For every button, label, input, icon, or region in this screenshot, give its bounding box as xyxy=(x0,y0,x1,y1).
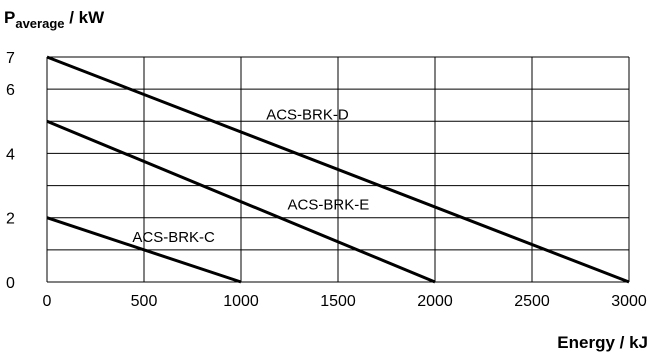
series-line xyxy=(46,216,242,284)
x-tick-label: 500 xyxy=(131,293,158,310)
y-tick-label: 7 xyxy=(6,50,15,67)
grid xyxy=(46,56,630,283)
series-label: ACS-BRK-D xyxy=(266,107,349,124)
series-labels: ACS-BRK-D ACS-BRK-E ACS-BRK-C xyxy=(132,107,369,246)
y-tick-labels: 0 2 4 6 7 xyxy=(6,50,15,292)
series-line xyxy=(46,55,630,284)
x-tick-label: 2500 xyxy=(514,293,550,310)
y-tick-label: 6 xyxy=(6,82,15,99)
x-tick-labels: 0 500 1000 1500 2000 2500 3000 xyxy=(43,293,647,310)
series-label: ACS-BRK-C xyxy=(132,229,215,246)
y-tick-label: 0 xyxy=(6,275,15,292)
x-tick-label: 2000 xyxy=(417,293,453,310)
series-lines xyxy=(46,55,630,284)
x-tick-label: 1500 xyxy=(320,293,356,310)
y-tick-label: 4 xyxy=(6,146,15,163)
x-tick-label: 3000 xyxy=(611,293,647,310)
series-line xyxy=(46,119,436,284)
series-label: ACS-BRK-E xyxy=(288,197,370,214)
x-axis-label: Energy / kJ xyxy=(557,333,648,352)
x-tick-label: 1000 xyxy=(223,293,259,310)
y-axis-label: Paverage / kW xyxy=(4,8,105,31)
y-tick-label: 2 xyxy=(6,211,15,228)
x-tick-label: 0 xyxy=(43,293,52,310)
